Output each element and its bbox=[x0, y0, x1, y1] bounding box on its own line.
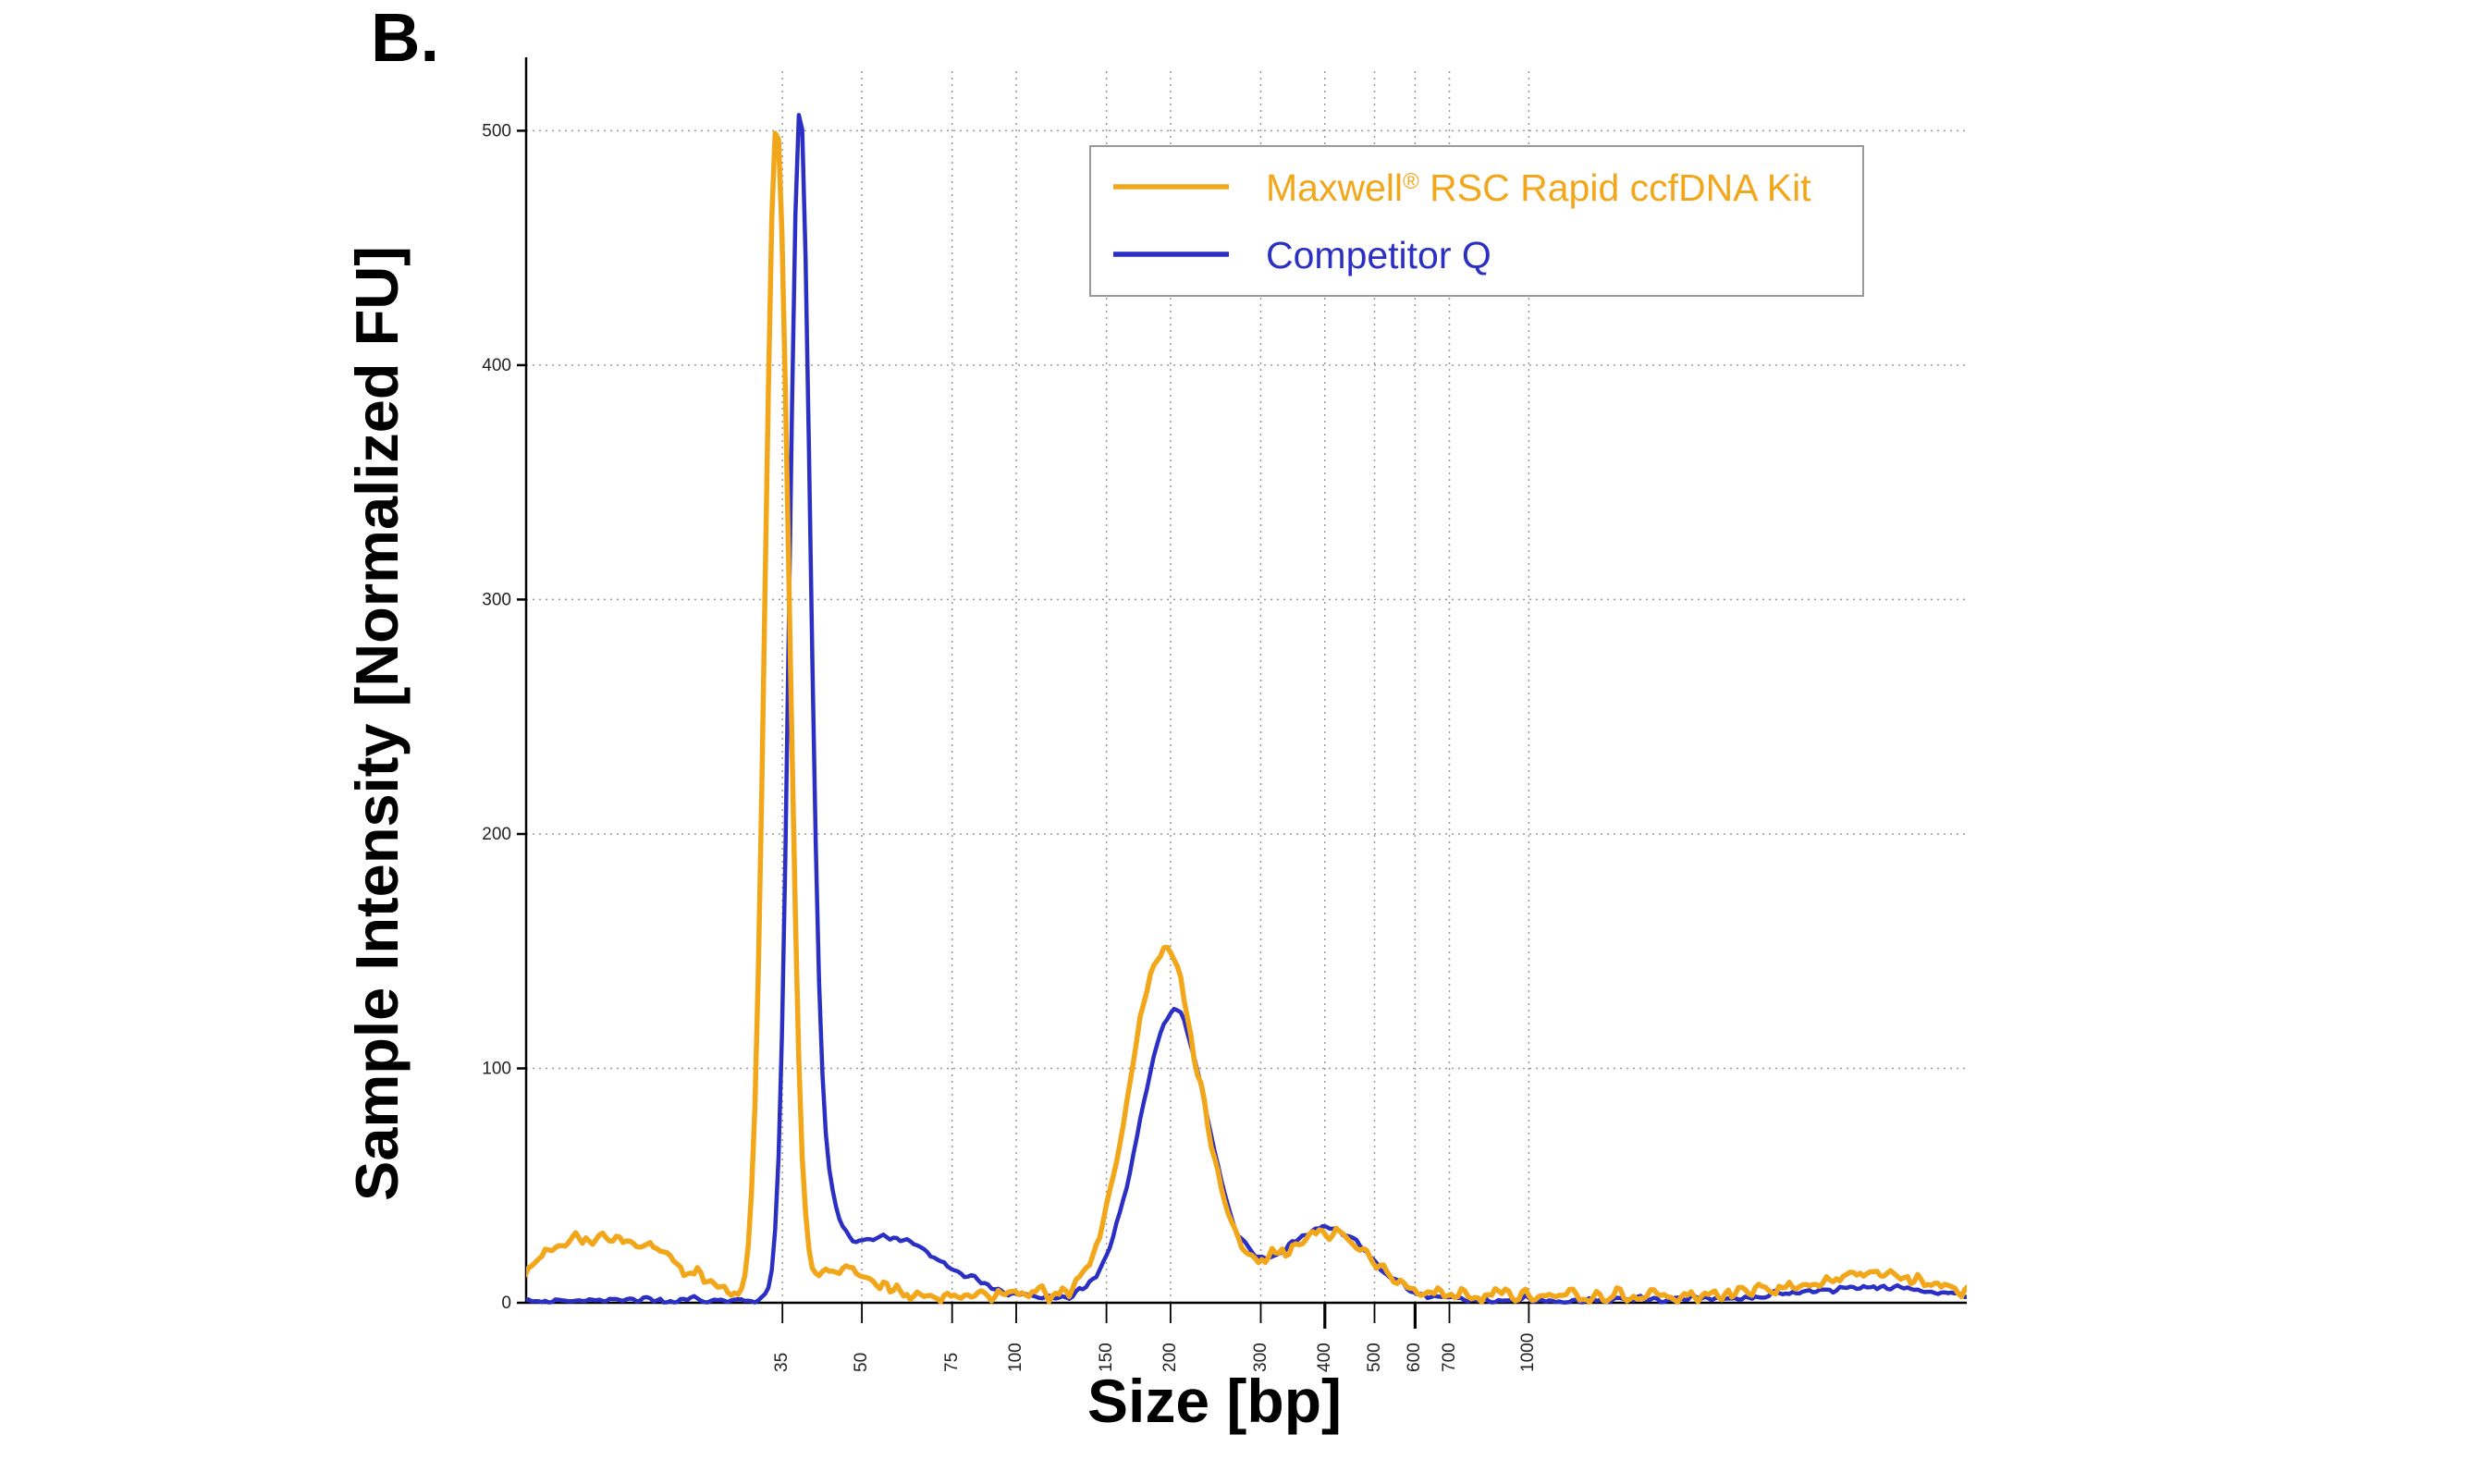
svg-text:400: 400 bbox=[482, 356, 511, 375]
svg-text:Maxwell® RSC Rapid ccfDNA Kit: Maxwell® RSC Rapid ccfDNA Kit bbox=[1266, 166, 1811, 209]
svg-text:200: 200 bbox=[482, 825, 511, 844]
svg-text:Competitor Q: Competitor Q bbox=[1266, 234, 1491, 276]
svg-text:0: 0 bbox=[501, 1294, 511, 1313]
svg-text:300: 300 bbox=[482, 590, 511, 609]
svg-text:500: 500 bbox=[482, 121, 511, 141]
svg-text:100: 100 bbox=[482, 1060, 511, 1079]
